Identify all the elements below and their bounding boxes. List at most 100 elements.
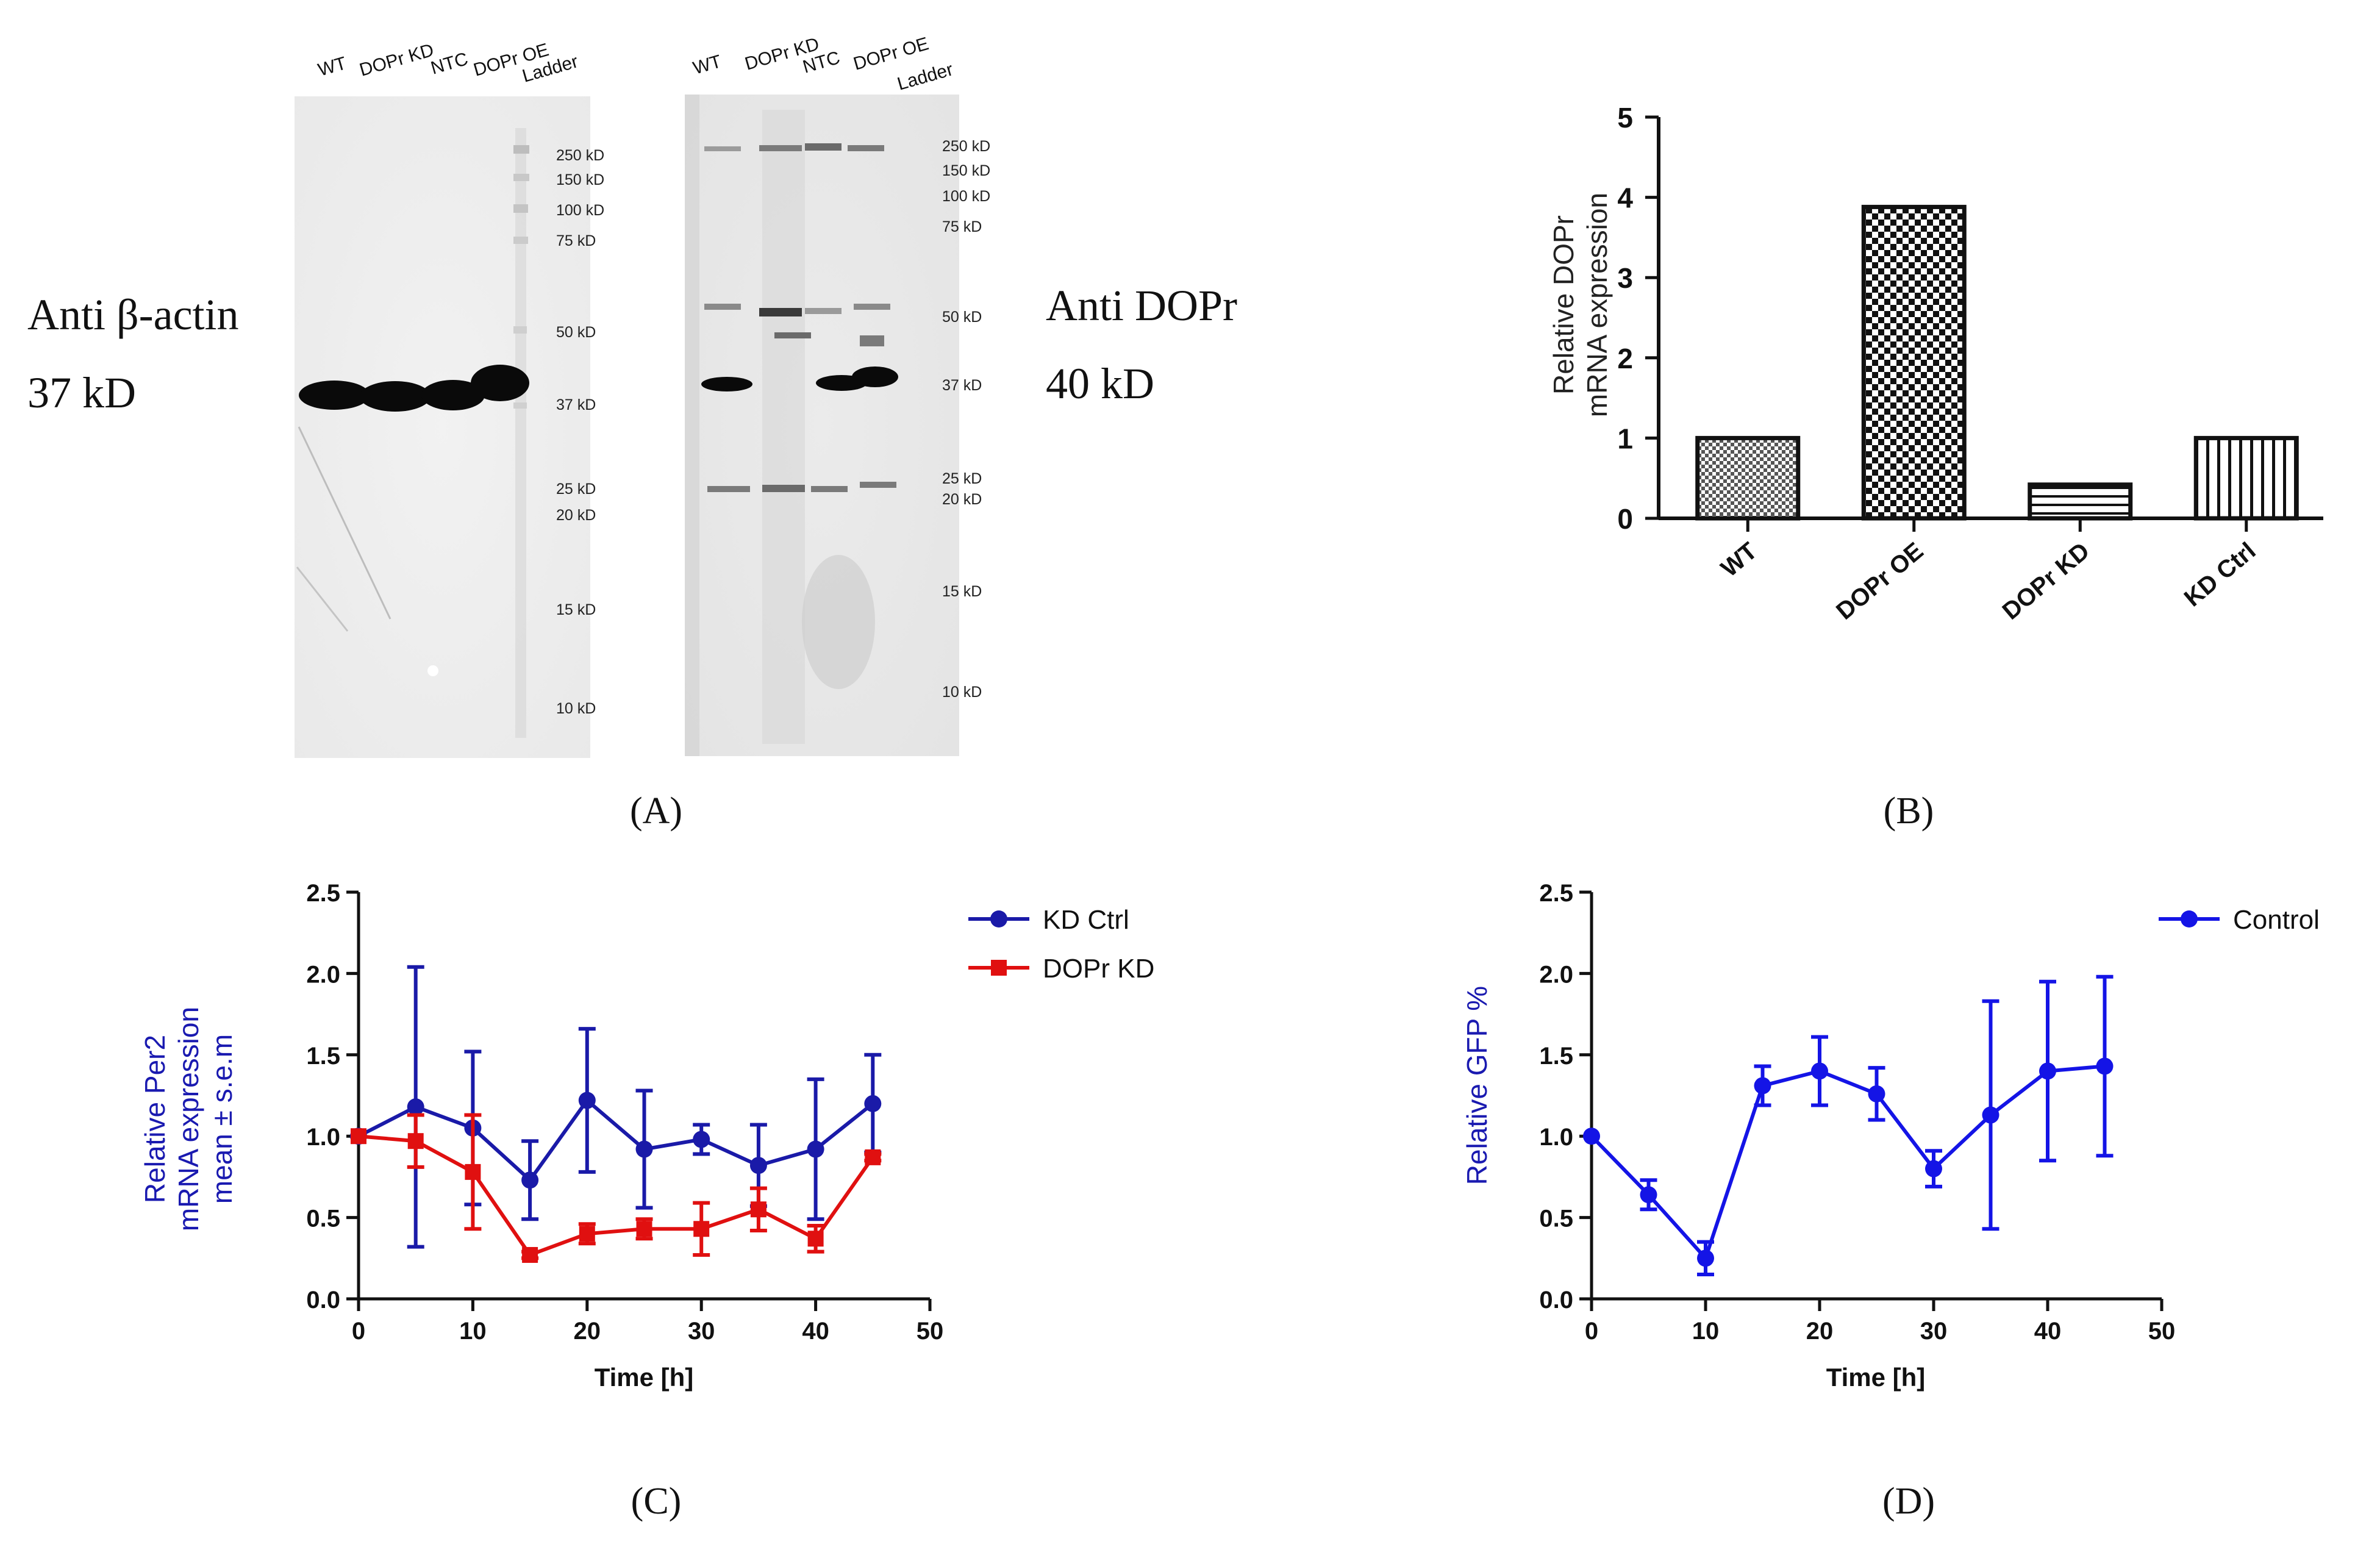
blot-left-markers: 250 kD 150 kD 100 kD 75 kD 50 kD 37 kD 2… (556, 147, 604, 717)
y-tick-label: 2.0 (1539, 961, 1573, 988)
data-point (407, 1133, 424, 1149)
data-point (351, 1128, 366, 1145)
chart-d-ylabel: Relative GFP % (1461, 986, 1493, 1185)
x-tick-label: 30 (1920, 1318, 1948, 1345)
marker: 25 kD (942, 470, 982, 487)
chart-b-dopr-expression: Relative DOPr mRNA expression 0 1 2 3 4 5 WT D… (1548, 102, 2323, 625)
blot-left-size: 37 kD (27, 368, 136, 417)
x-tick-label: WT (1716, 537, 1762, 582)
chart-c-legend: KD Ctrl DOPr KD (968, 905, 1154, 984)
chart-d-xlabel: Time [h] (1826, 1363, 1926, 1392)
data-point (1811, 1062, 1828, 1080)
x-tick-label: 10 (1692, 1318, 1720, 1345)
chart-c-ylabel-line3: mean ± s.e.m (206, 1034, 238, 1204)
data-point (1640, 1186, 1657, 1204)
data-point (1754, 1077, 1771, 1095)
blot-left-lane-ntc: NTC (429, 49, 470, 79)
panel-a-western-blots: Anti β-actin 37 kD (27, 34, 1237, 758)
chart-d-legend: Control (2159, 905, 2320, 935)
panel-label-a: (A) (630, 790, 682, 832)
y-tick-label: 4 (1617, 182, 1633, 214)
chart-c-axes (357, 892, 930, 1301)
bar (1695, 435, 1801, 521)
blot-right-markers: 250 kD 150 kD 100 kD 75 kD 50 kD 37 kD 2… (942, 138, 990, 701)
data-point (865, 1149, 881, 1165)
data-point (1868, 1085, 1885, 1103)
chart-b-ylabel-line1: Relative DOPr (1548, 215, 1579, 395)
data-point (749, 1157, 767, 1174)
chart-b-y-ticks: 0 1 2 3 4 5 (1617, 102, 1659, 535)
blot-left-bands (299, 365, 529, 412)
y-tick-label: 2.0 (306, 961, 340, 988)
y-tick-label: 2 (1617, 343, 1633, 374)
blot-right-image (685, 95, 959, 756)
marker: 20 kD (942, 491, 982, 508)
marker: 150 kD (556, 171, 604, 188)
x-tick-label: DOPr KD (1998, 537, 2095, 625)
marker: 10 kD (556, 700, 596, 717)
x-tick-label: 20 (574, 1318, 601, 1345)
x-tick-label: KD Ctrl (2179, 537, 2261, 612)
chart-d-axes (1590, 892, 2162, 1301)
series-line (357, 1098, 874, 1183)
data-point (521, 1171, 539, 1189)
bar (2028, 482, 2133, 521)
x-tick-label: 50 (917, 1318, 944, 1345)
bar (1861, 204, 1967, 521)
marker: 150 kD (942, 162, 990, 179)
series-dopr-kd (351, 1113, 882, 1263)
chart-c-series (350, 965, 882, 1263)
blot-left-lane-wt: WT (316, 53, 349, 80)
marker: 100 kD (556, 202, 604, 219)
y-tick-label: 5 (1617, 102, 1633, 134)
x-tick-label: DOPr OE (1831, 537, 1928, 625)
x-tick-label: 20 (1806, 1318, 1834, 1345)
chart-d-ticks: 0.0 0.5 1.0 1.5 2.0 2.5 0 10 20 30 40 50 (1539, 880, 2175, 1345)
data-point (2039, 1062, 2056, 1080)
series-line (358, 1134, 874, 1257)
data-point (1697, 1249, 1714, 1267)
data-point (750, 1201, 767, 1218)
marker: 50 kD (556, 324, 596, 341)
marker: 25 kD (556, 481, 596, 498)
marker: 250 kD (556, 147, 604, 164)
y-tick-label: 1 (1617, 423, 1633, 454)
y-tick-label: 0 (1617, 503, 1633, 535)
data-point (807, 1231, 824, 1247)
data-point (807, 1140, 824, 1158)
data-point (579, 1226, 595, 1242)
marker: 50 kD (942, 309, 982, 326)
x-tick-label: 40 (2034, 1318, 2062, 1345)
marker: 37 kD (942, 377, 982, 394)
marker: 15 kD (942, 583, 982, 600)
marker: 37 kD (556, 396, 596, 413)
marker: 15 kD (556, 601, 596, 618)
marker: 10 kD (942, 684, 982, 701)
legend-marker (2181, 910, 2198, 927)
blot-left-image (295, 96, 590, 758)
panel-label-c: (C) (631, 1481, 682, 1522)
blot-right-lane-wt: WT (691, 51, 724, 79)
chart-b-ylabel-line2: mRNA expression (1581, 193, 1613, 417)
x-tick-label: 30 (688, 1318, 715, 1345)
y-tick-label: 0.5 (1539, 1206, 1573, 1232)
x-tick-label: 0 (352, 1318, 365, 1345)
data-point (1982, 1106, 1999, 1124)
data-point (578, 1092, 596, 1109)
data-point (465, 1163, 481, 1180)
data-point (693, 1221, 710, 1237)
blot-left-lane-dopr-kd: DOPr KD (357, 40, 436, 80)
chart-b-x-tick-labels: WT DOPr OE DOPr KD KD Ctrl (1716, 518, 2261, 625)
data-point (522, 1246, 538, 1263)
blot-right-lane-ladder: Ladder (895, 59, 956, 94)
marker: 75 kD (942, 218, 982, 235)
series-line (1590, 1064, 2105, 1262)
data-point (636, 1221, 652, 1237)
legend-label: Control (2233, 905, 2320, 935)
x-tick-label: 50 (2148, 1318, 2176, 1345)
legend-marker (991, 960, 1007, 976)
panel-label-d: (D) (1882, 1481, 1935, 1522)
chart-c-ylabel-line1: Relative Per2 (139, 1035, 171, 1203)
blot-right-title: Anti DOPr (1046, 281, 1237, 330)
